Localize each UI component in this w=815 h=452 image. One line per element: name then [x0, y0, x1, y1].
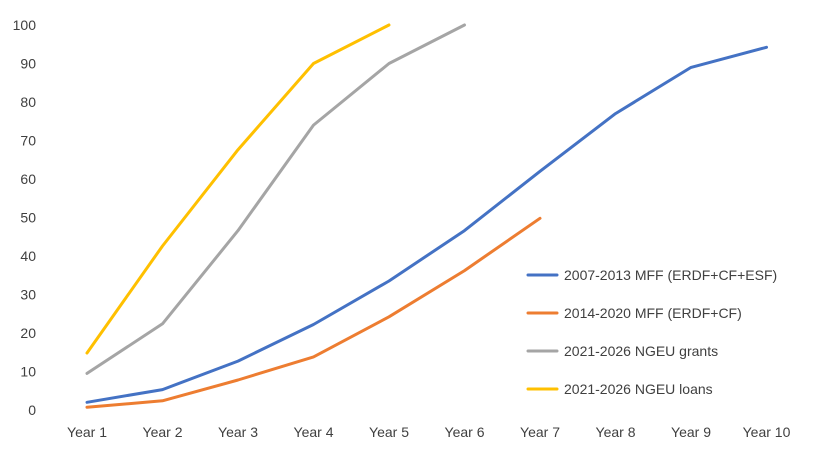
y-tick-label: 90 — [20, 56, 36, 72]
x-tick-label: Year 4 — [294, 424, 334, 440]
legend-label: 2007-2013 MFF (ERDF+CF+ESF) — [564, 267, 777, 283]
y-tick-label: 100 — [13, 17, 37, 33]
y-tick-label: 80 — [20, 94, 36, 110]
x-tick-label: Year 2 — [143, 424, 183, 440]
x-tick-label: Year 5 — [369, 424, 409, 440]
y-axis: 0 10 20 30 40 50 60 70 80 90 100 — [13, 17, 37, 418]
series-line-2 — [85, 216, 542, 409]
x-tick-label: Year 3 — [218, 424, 258, 440]
y-tick-label: 10 — [20, 364, 36, 380]
y-tick-label: 30 — [20, 287, 36, 303]
x-tick-label: Year 8 — [596, 424, 636, 440]
series-lines — [85, 23, 768, 409]
y-tick-label: 60 — [20, 171, 36, 187]
x-axis: Year 1 Year 2 Year 3 Year 4 Year 5 Year 6 Year… — [67, 424, 791, 440]
series-line-1 — [85, 45, 768, 404]
y-tick-label: 40 — [20, 248, 36, 264]
series-line-4 — [85, 23, 391, 355]
x-tick-label: Year 10 — [743, 424, 791, 440]
x-tick-label: Year 6 — [445, 424, 485, 440]
legend-label: 2021-2026 NGEU grants — [564, 343, 718, 359]
y-tick-label: 20 — [20, 325, 36, 341]
series-line-3 — [85, 23, 466, 375]
legend-label: 2021-2026 NGEU loans — [564, 381, 713, 397]
y-tick-label: 0 — [28, 402, 36, 418]
legend-label: 2014-2020 MFF (ERDF+CF) — [564, 305, 742, 321]
x-tick-label: Year 9 — [671, 424, 711, 440]
x-tick-label: Year 7 — [520, 424, 560, 440]
y-tick-label: 50 — [20, 210, 36, 226]
y-tick-label: 70 — [20, 133, 36, 149]
x-tick-label: Year 1 — [67, 424, 107, 440]
legend: 2007-2013 MFF (ERDF+CF+ESF) 2014-2020 MFF… — [526, 267, 777, 397]
